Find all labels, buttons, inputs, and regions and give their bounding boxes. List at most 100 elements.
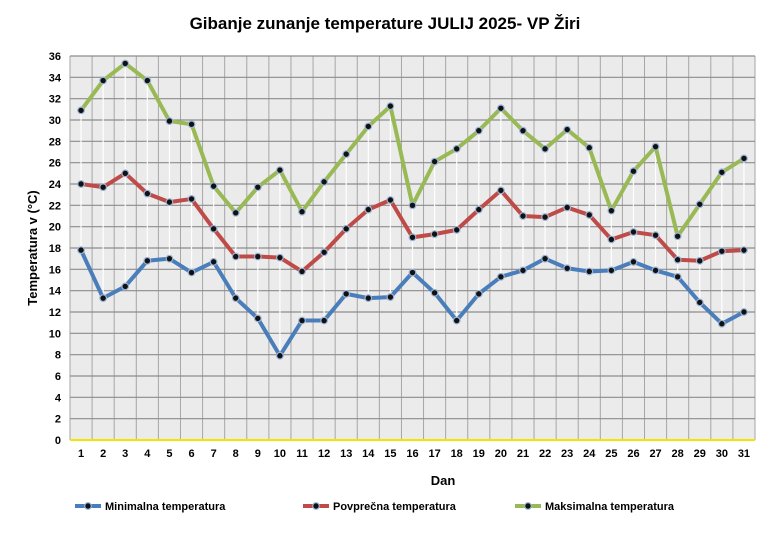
- data-point: [519, 212, 527, 220]
- data-point: [253, 314, 262, 323]
- y-tick-label: 4: [55, 392, 62, 404]
- data-point: [496, 186, 505, 195]
- y-tick-label: 8: [55, 350, 61, 362]
- legend-label: Povprečna temperatura: [333, 501, 457, 513]
- data-point: [165, 117, 174, 125]
- data-point: [77, 246, 85, 255]
- legend-marker: [84, 502, 92, 510]
- x-tick-label: 10: [274, 448, 286, 460]
- x-tick-label: 21: [517, 448, 529, 460]
- x-tick-label: 30: [716, 448, 728, 460]
- data-point: [77, 180, 85, 188]
- data-point: [231, 294, 240, 303]
- y-tick-label: 36: [49, 51, 61, 63]
- data-point: [717, 319, 726, 328]
- data-point: [452, 144, 461, 153]
- data-point: [452, 316, 461, 325]
- x-tick-label: 24: [583, 448, 596, 460]
- x-tick-label: 9: [255, 448, 261, 460]
- data-point: [673, 255, 682, 264]
- x-tick-label: 29: [694, 448, 706, 460]
- y-tick-label: 2: [55, 414, 61, 426]
- data-point: [209, 182, 218, 191]
- data-point: [695, 256, 704, 265]
- data-point: [298, 207, 306, 216]
- data-point: [298, 267, 306, 276]
- data-point: [165, 198, 174, 207]
- y-axis-label: Temperatura v (°C): [25, 190, 40, 305]
- data-point: [408, 233, 417, 242]
- x-tick-label: 22: [539, 448, 551, 460]
- data-point: [364, 294, 373, 303]
- x-tick-label: 23: [561, 448, 573, 460]
- data-point: [585, 211, 594, 219]
- y-tick-label: 20: [49, 222, 61, 234]
- data-point: [209, 257, 218, 266]
- data-point: [342, 150, 351, 159]
- data-point: [474, 126, 483, 135]
- y-tick-label: 0: [55, 435, 61, 447]
- x-tick-label: 8: [233, 448, 239, 460]
- data-point: [651, 266, 660, 275]
- x-tick-label: 2: [100, 448, 106, 460]
- data-point: [231, 252, 240, 261]
- x-tick-label: 15: [384, 448, 396, 460]
- x-tick-label: 20: [495, 448, 507, 460]
- y-tick-label: 16: [49, 264, 61, 276]
- y-tick-label: 30: [49, 115, 61, 127]
- y-tick-label: 10: [49, 328, 61, 340]
- data-point: [740, 308, 748, 316]
- data-point: [121, 282, 130, 291]
- x-tick-label: 27: [649, 448, 661, 460]
- x-tick-label: 11: [296, 448, 308, 460]
- data-point: [695, 298, 704, 307]
- data-point: [364, 205, 373, 214]
- data-point: [452, 225, 461, 234]
- data-point: [143, 189, 152, 198]
- data-point: [474, 205, 483, 214]
- data-point: [386, 196, 395, 204]
- y-tick-label: 34: [49, 72, 62, 84]
- x-tick-label: 14: [362, 448, 375, 460]
- data-point: [629, 257, 638, 266]
- data-point: [187, 268, 196, 277]
- x-tick-label: 7: [211, 448, 217, 460]
- data-point: [629, 167, 638, 176]
- data-point: [717, 247, 726, 256]
- data-point: [430, 157, 439, 166]
- x-tick-label: 12: [318, 448, 330, 460]
- data-point: [342, 289, 351, 298]
- data-point: [585, 267, 594, 276]
- data-point: [717, 168, 726, 177]
- x-tick-label: 16: [406, 448, 418, 460]
- data-point: [320, 316, 329, 325]
- data-point: [99, 76, 108, 85]
- x-tick-label: 28: [672, 448, 684, 460]
- y-tick-label: 32: [49, 94, 61, 106]
- data-point: [320, 248, 329, 257]
- legend-marker: [312, 502, 320, 510]
- legend-label: Minimalna temperatura: [105, 501, 226, 513]
- x-tick-label: 31: [738, 448, 750, 460]
- data-point: [651, 231, 660, 240]
- data-point: [231, 208, 240, 217]
- data-point: [673, 272, 682, 281]
- data-point: [276, 166, 284, 175]
- data-point: [740, 154, 748, 163]
- x-tick-label: 4: [144, 448, 151, 460]
- data-point: [607, 266, 616, 275]
- data-point: [563, 203, 572, 212]
- data-point: [99, 183, 108, 192]
- data-point: [253, 252, 262, 261]
- data-point: [408, 268, 417, 277]
- data-point: [209, 224, 218, 233]
- legend-label: Maksimalna temperatura: [545, 501, 675, 513]
- data-point: [740, 246, 748, 255]
- data-point: [99, 294, 108, 303]
- data-point: [276, 253, 284, 262]
- x-tick-label: 19: [473, 448, 485, 460]
- y-tick-label: 18: [49, 243, 61, 255]
- data-point: [519, 126, 527, 135]
- data-point: [695, 200, 704, 209]
